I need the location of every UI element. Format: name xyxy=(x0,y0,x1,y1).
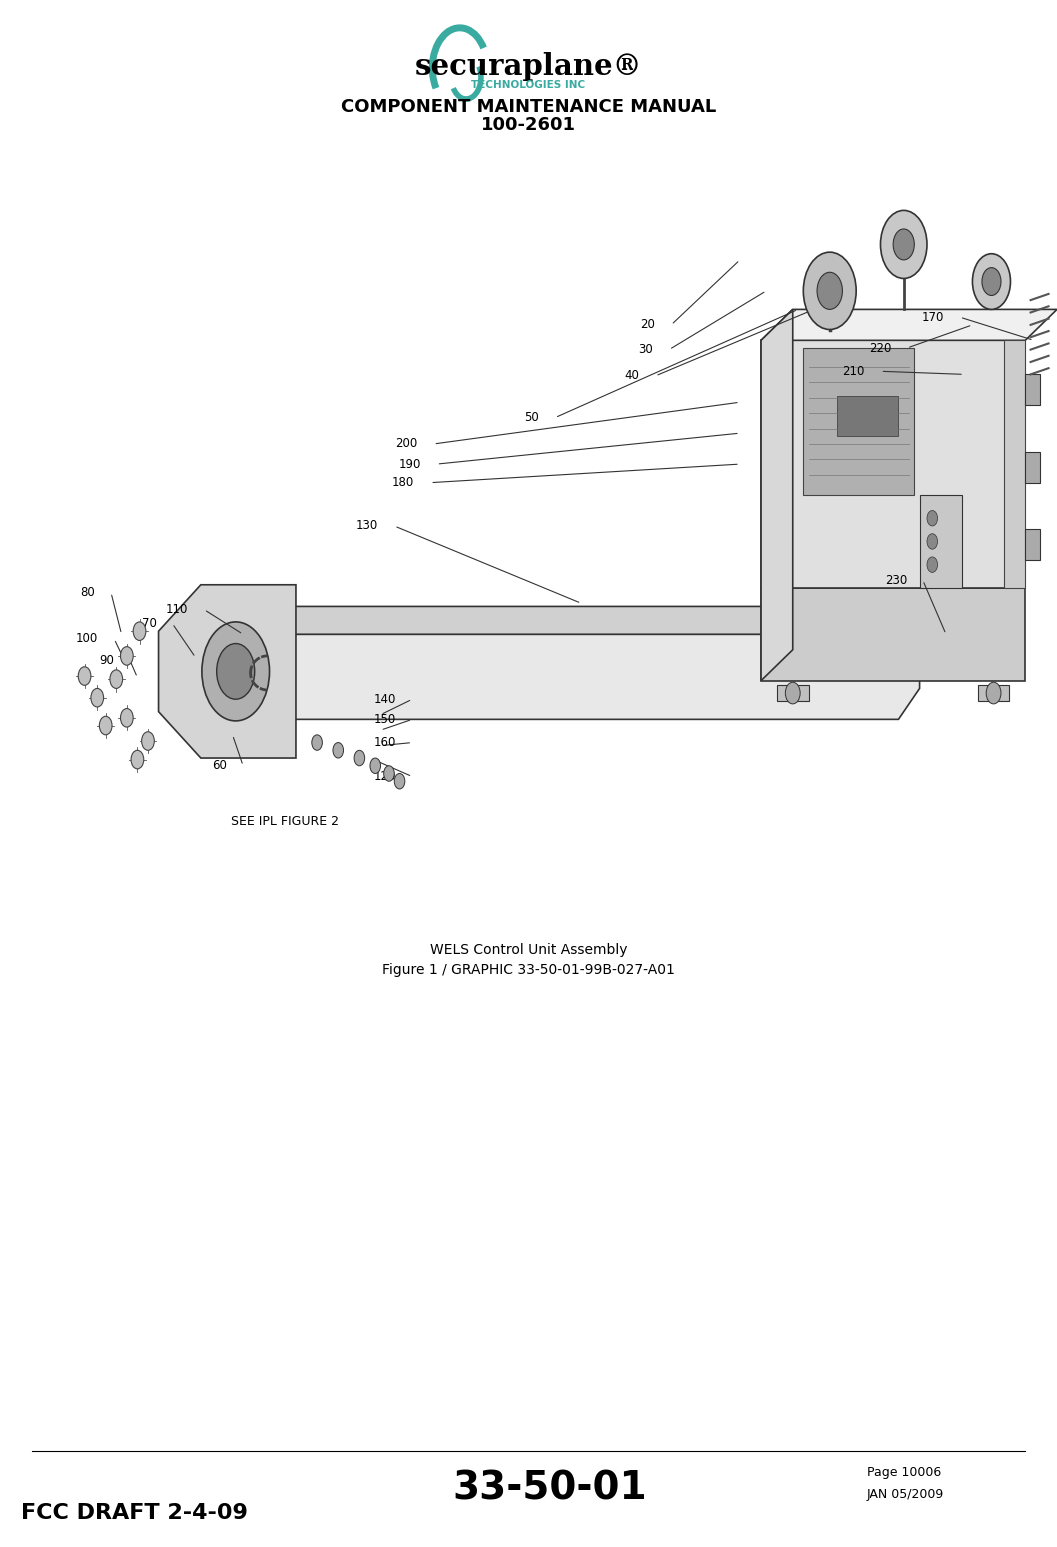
Text: WELS Control Unit Assembly: WELS Control Unit Assembly xyxy=(430,942,627,958)
Circle shape xyxy=(893,229,914,260)
Circle shape xyxy=(384,766,394,781)
Text: Page 10006: Page 10006 xyxy=(867,1467,941,1479)
Circle shape xyxy=(880,210,927,278)
Text: 70: 70 xyxy=(142,617,156,630)
Text: 210: 210 xyxy=(842,365,865,377)
Bar xyxy=(1025,374,1040,405)
Bar xyxy=(1025,529,1040,560)
Text: 40: 40 xyxy=(625,370,639,382)
Circle shape xyxy=(333,743,344,758)
Text: 200: 200 xyxy=(395,438,418,450)
Circle shape xyxy=(370,758,381,774)
Circle shape xyxy=(91,688,104,707)
Circle shape xyxy=(982,268,1001,295)
Polygon shape xyxy=(159,585,296,758)
Text: SEE IPL FIGURE 2: SEE IPL FIGURE 2 xyxy=(231,815,339,828)
Text: FCC DRAFT 2-4-09: FCC DRAFT 2-4-09 xyxy=(21,1504,248,1522)
Text: 80: 80 xyxy=(80,586,95,599)
Circle shape xyxy=(110,670,123,688)
Polygon shape xyxy=(761,309,793,681)
Text: 220: 220 xyxy=(869,342,891,354)
Circle shape xyxy=(927,557,938,572)
Bar xyxy=(920,495,962,588)
Bar xyxy=(837,396,898,436)
Circle shape xyxy=(817,272,842,309)
Text: Figure 1 / GRAPHIC 33-50-01-99B-027-A01: Figure 1 / GRAPHIC 33-50-01-99B-027-A01 xyxy=(382,962,675,978)
Text: JAN 05/2009: JAN 05/2009 xyxy=(867,1488,944,1501)
Text: 100: 100 xyxy=(76,633,98,645)
Text: 230: 230 xyxy=(885,574,907,586)
Text: 170: 170 xyxy=(922,311,944,323)
Circle shape xyxy=(202,622,270,721)
Text: 160: 160 xyxy=(374,736,396,749)
Bar xyxy=(777,685,809,701)
Polygon shape xyxy=(761,588,1025,681)
Text: 140: 140 xyxy=(374,693,396,705)
Bar xyxy=(978,685,1009,701)
Text: 20: 20 xyxy=(641,319,655,331)
Text: 110: 110 xyxy=(166,603,188,616)
Text: 100-2601: 100-2601 xyxy=(481,116,576,135)
Circle shape xyxy=(803,252,856,330)
Circle shape xyxy=(986,682,1001,704)
Text: 150: 150 xyxy=(374,713,396,726)
Polygon shape xyxy=(211,634,920,719)
Circle shape xyxy=(354,750,365,766)
Text: securaplane®: securaplane® xyxy=(414,53,643,80)
Circle shape xyxy=(927,534,938,549)
Circle shape xyxy=(99,716,112,735)
Polygon shape xyxy=(1004,340,1025,588)
Text: 33-50-01: 33-50-01 xyxy=(452,1470,647,1507)
Circle shape xyxy=(142,732,154,750)
Text: 90: 90 xyxy=(99,654,114,667)
Text: 190: 190 xyxy=(398,458,421,470)
Polygon shape xyxy=(211,606,920,657)
Bar xyxy=(1025,452,1040,483)
Circle shape xyxy=(120,709,133,727)
Circle shape xyxy=(394,774,405,789)
Circle shape xyxy=(131,750,144,769)
Text: 130: 130 xyxy=(356,520,378,532)
Polygon shape xyxy=(803,348,914,495)
Circle shape xyxy=(120,647,133,665)
Polygon shape xyxy=(761,309,1057,340)
Circle shape xyxy=(78,667,91,685)
Text: 180: 180 xyxy=(392,476,414,489)
Circle shape xyxy=(785,682,800,704)
Circle shape xyxy=(133,622,146,640)
Text: 50: 50 xyxy=(524,412,539,424)
Circle shape xyxy=(927,511,938,526)
Circle shape xyxy=(217,644,255,699)
Text: COMPONENT MAINTENANCE MANUAL: COMPONENT MAINTENANCE MANUAL xyxy=(340,97,717,116)
Text: 60: 60 xyxy=(212,760,227,772)
Circle shape xyxy=(972,254,1010,309)
Text: TECHNOLOGIES INC: TECHNOLOGIES INC xyxy=(471,80,586,90)
Polygon shape xyxy=(761,340,1025,588)
Text: 30: 30 xyxy=(638,343,653,356)
Circle shape xyxy=(312,735,322,750)
Text: 120: 120 xyxy=(374,770,396,783)
